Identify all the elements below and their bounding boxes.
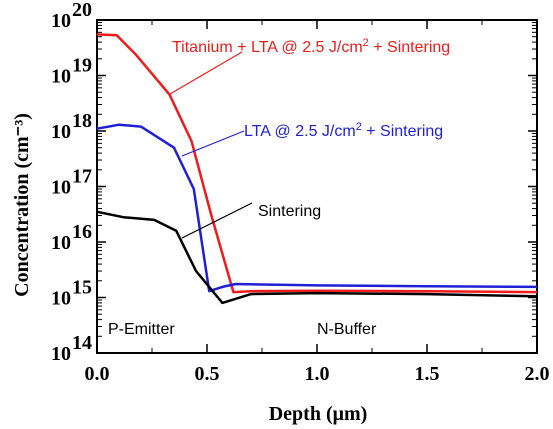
- y-tick-exponent: 20: [72, 0, 92, 21]
- y-axis-label: Concentration (cm⁻³): [11, 113, 33, 297]
- series-line-1: [96, 33, 538, 294]
- y-tick-exponent: 14: [72, 332, 92, 354]
- series-layer: [96, 33, 538, 305]
- x-axis-label: Depth (μm): [269, 403, 368, 425]
- y-tick-label: 10: [51, 232, 71, 254]
- series-line-3: [96, 210, 538, 305]
- annotation-label: Titanium + LTA @ 2.5 J/cm2 + Sintering: [172, 37, 450, 56]
- plot-frame: [96, 19, 538, 354]
- x-tick-label: 1.0: [305, 363, 330, 385]
- x-tick-label: 0.0: [85, 363, 110, 385]
- region-label-n-buffer: N-Buffer: [317, 321, 377, 338]
- region-label-p-emitter: P-Emitter: [108, 321, 175, 338]
- annotation-label: Sintering: [258, 203, 321, 220]
- y-tick-exponent: 16: [72, 221, 92, 243]
- series-line-2: [96, 123, 538, 293]
- y-tick-exponent: 15: [72, 277, 92, 299]
- y-tick-label: 10: [51, 66, 71, 88]
- y-tick-label: 10: [51, 343, 71, 365]
- y-tick-label: 10: [51, 121, 71, 143]
- x-tick-label: 1.5: [415, 363, 440, 385]
- y-tick-exponent: 19: [72, 55, 92, 77]
- plot-border: [96, 19, 538, 354]
- x-tick-label: 2.0: [525, 363, 550, 385]
- annotation-leader: [169, 51, 243, 95]
- y-tick-exponent: 18: [72, 110, 92, 132]
- y-tick-label: 10: [51, 288, 71, 310]
- y-tick-label: 10: [51, 10, 71, 32]
- annotation-layer: Titanium + LTA @ 2.5 J/cm2 + Sintering LT…: [169, 37, 450, 239]
- annotation-leader: [181, 130, 245, 157]
- y-tick-label: 10: [51, 177, 71, 199]
- annotation-label: LTA @ 2.5 J/cm2 + Sintering: [244, 121, 443, 140]
- y-tick-exponent: 17: [72, 166, 92, 188]
- annotation-leader: [181, 202, 253, 239]
- x-tick-label: 0.5: [195, 363, 220, 385]
